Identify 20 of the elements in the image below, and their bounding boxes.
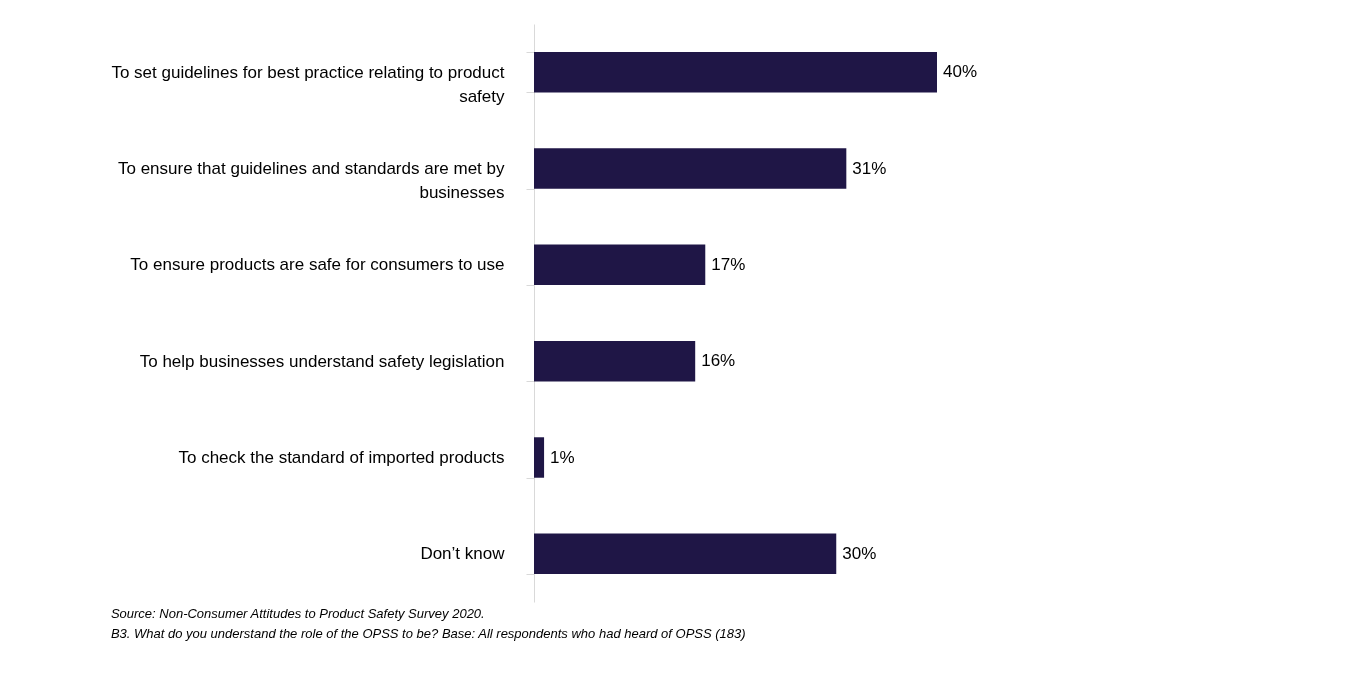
data-label: 1% <box>550 447 575 467</box>
bar <box>534 148 847 189</box>
y-tick-label: To ensure that guidelines and standards are met by businesses <box>117 159 505 202</box>
bar <box>534 340 696 382</box>
bar <box>534 51 937 93</box>
bar <box>534 437 545 478</box>
data-label: 16% <box>701 351 736 371</box>
y-tick-label: Don’t know <box>420 544 506 564</box>
y-tick-label: To check the standard of imported products <box>178 448 505 467</box>
data-label: 31% <box>852 158 887 178</box>
text: B3. What do you understand the role of the OPSS to be? Base: All respondents who had heard of OPSS (183) <box>110 626 746 641</box>
bar <box>534 533 837 575</box>
y-tick-label: To set guidelines for best practice relating to product safety <box>111 62 505 106</box>
bar <box>534 244 706 286</box>
data-label: 40% <box>943 62 978 82</box>
data-label: 17% <box>711 254 746 274</box>
y-tick-label: To help businesses understand safety legislation <box>139 351 505 371</box>
y-tick-label: To ensure products are safe for consumers to use <box>130 255 505 275</box>
data-label: 30% <box>842 543 877 563</box>
source-note: Source: Non-Consumer Attitudes to Product Safety Survey 2020. <box>110 606 485 621</box>
